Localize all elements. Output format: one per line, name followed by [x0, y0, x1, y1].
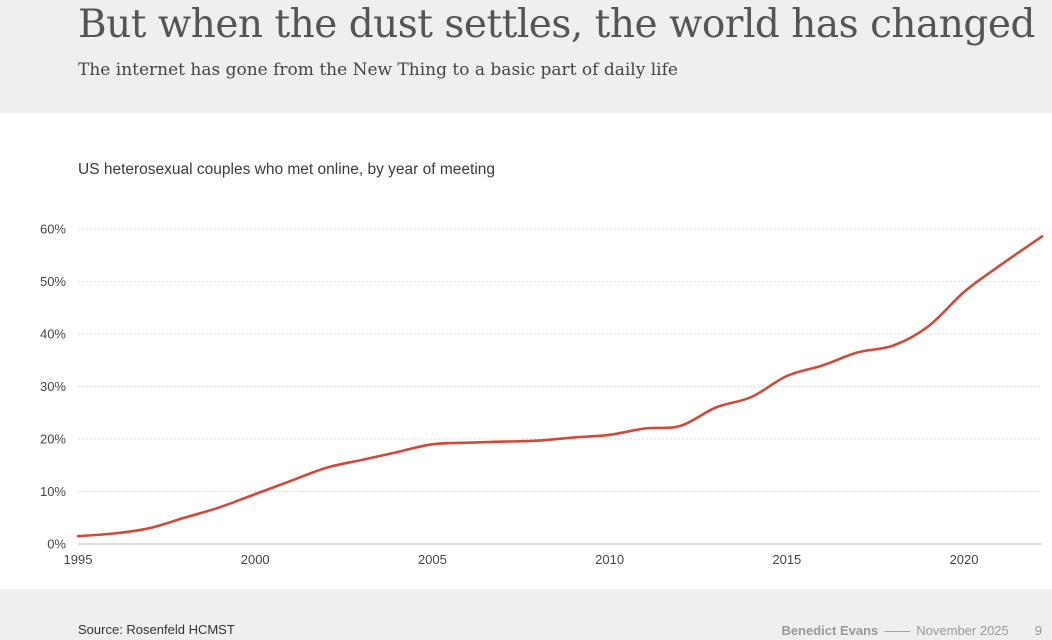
y-tick-label: 20%	[40, 432, 66, 447]
series-line	[76, 235, 1044, 538]
y-tick-label: 0%	[47, 537, 66, 552]
line-chart: 0% 10% 20% 30% 40% 50% 60% 1995 2000 2005 2010 2015…	[40, 222, 1044, 567]
y-tick-label: 60%	[40, 222, 66, 237]
slide-header: But when the dust settles, the world has…	[0, 0, 1052, 113]
slide-subtitle: The internet has gone from the New Thing…	[78, 60, 678, 80]
page-number: 9	[1034, 623, 1042, 638]
author-name: Benedict Evans	[781, 623, 879, 638]
x-tick-label: 1995	[64, 552, 93, 567]
y-tick-label: 10%	[40, 484, 66, 499]
source-note: Source: Rosenfeld HCMST	[78, 622, 235, 637]
chart-panel: US heterosexual couples who met online, …	[0, 113, 1052, 589]
x-tick-label: 2005	[418, 552, 447, 567]
x-tick-label: 2015	[772, 552, 801, 567]
y-tick-label: 50%	[40, 274, 66, 289]
slide-footer: Source: Rosenfeld HCMST Benedict Evans ——…	[0, 589, 1052, 640]
presentation-date: November 2025	[916, 623, 1009, 638]
slide-title: But when the dust settles, the world has…	[78, 2, 1035, 47]
credit-line: Benedict Evans —— November 2025 9	[781, 623, 1042, 638]
x-tick-label: 2010	[595, 552, 624, 567]
x-tick-label: 2000	[241, 552, 270, 567]
credit-separator: ——	[884, 623, 911, 638]
x-tick-label: 2020	[950, 552, 979, 567]
y-tick-label: 40%	[40, 327, 66, 342]
chart-title: US heterosexual couples who met online, …	[78, 161, 496, 178]
y-tick-label: 30%	[40, 379, 66, 394]
